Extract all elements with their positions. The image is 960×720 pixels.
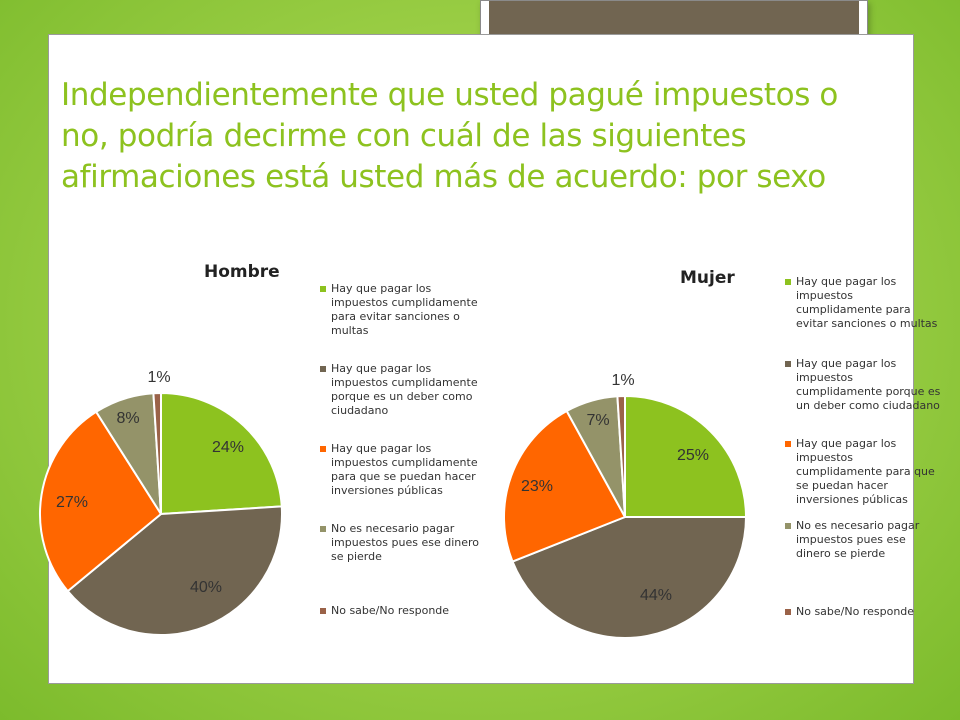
pie-0-slice-4	[152, 391, 162, 515]
legend-1-swatch-2	[785, 441, 791, 447]
legend-0-item-4: No sabe/No responde	[320, 604, 481, 618]
pie-0-label-1: 40%	[190, 579, 222, 596]
legend-1-label-2: Hay que pagar los impuestos cumplidament…	[796, 437, 935, 506]
legend-0-swatch-2	[320, 446, 326, 452]
pie-0-label-2: 27%	[56, 494, 88, 511]
legend-1-swatch-1	[785, 361, 791, 367]
slide-title: Independientemente que usted pagué impue…	[61, 77, 838, 195]
legend-mujer: Hay que pagar los impuestos cumplidament…	[785, 275, 945, 635]
legend-0-label-1: Hay que pagar los impuestos cumplidament…	[331, 362, 478, 417]
pie-0-label-4: 1%	[147, 369, 170, 386]
legend-1-item-3: No es necesario pagar impuestos pues ese…	[785, 519, 941, 561]
legend-1-swatch-3	[785, 523, 791, 529]
pie-1-slice-1	[511, 516, 748, 639]
pie-1-slice-0	[624, 394, 748, 518]
legend-0-swatch-3	[320, 526, 326, 532]
legend-0-item-3: No es necesario pagar impuestos pues ese…	[320, 522, 481, 564]
legend-0-label-3: No es necesario pagar impuestos pues ese…	[331, 522, 479, 563]
pie-1-slice-4	[616, 394, 626, 518]
pie-1-label-0: 25%	[677, 447, 709, 464]
legend-0-item-0: Hay que pagar los impuestos cumplidament…	[320, 282, 481, 338]
legend-1-label-0: Hay que pagar los impuestos cumplidament…	[796, 275, 938, 330]
legend-0-label-2: Hay que pagar los impuestos cumplidament…	[331, 442, 478, 497]
pie-0-label-0: 24%	[212, 439, 244, 456]
pie-0-slice-1	[66, 505, 283, 636]
legend-1-label-4: No sabe/No responde	[796, 605, 915, 618]
legend-hombre: Hay que pagar los impuestos cumplidament…	[320, 282, 490, 622]
legend-1-label-3: No es necesario pagar impuestos pues ese…	[796, 519, 920, 560]
legend-0-swatch-4	[320, 608, 326, 614]
legend-1-swatch-4	[785, 609, 791, 615]
pie-1-label-2: 23%	[521, 478, 553, 495]
legend-1-label-1: Hay que pagar los impuestos cumplidament…	[796, 357, 941, 412]
legend-0-swatch-0	[320, 286, 326, 292]
pie-0-slice-2	[39, 410, 163, 593]
legend-1-item-1: Hay que pagar los impuestos cumplidament…	[785, 357, 941, 413]
pie-0-slice-0	[160, 391, 283, 516]
legend-0-swatch-1	[320, 366, 326, 372]
pie-1-label-3: 7%	[586, 412, 609, 429]
chart-title-hombre: Hombre	[204, 262, 280, 282]
legend-0-item-2: Hay que pagar los impuestos cumplidament…	[320, 442, 481, 498]
pie-1-slice-2	[503, 409, 627, 563]
pie-1-label-4: 1%	[611, 372, 634, 389]
legend-0-label-0: Hay que pagar los impuestos cumplidament…	[331, 282, 478, 337]
legend-1-swatch-0	[785, 279, 791, 285]
legend-1-item-2: Hay que pagar los impuestos cumplidament…	[785, 437, 941, 507]
pie-0-label-3: 8%	[116, 410, 139, 427]
chart-title-mujer: Mujer	[680, 268, 735, 288]
legend-1-item-4: No sabe/No responde	[785, 605, 941, 619]
legend-0-item-1: Hay que pagar los impuestos cumplidament…	[320, 362, 481, 418]
legend-1-item-0: Hay que pagar los impuestos cumplidament…	[785, 275, 941, 331]
pie-1-label-1: 44%	[640, 587, 672, 604]
slide: Independientemente que usted pagué impue…	[48, 34, 914, 684]
legend-0-label-4: No sabe/No responde	[331, 604, 450, 617]
